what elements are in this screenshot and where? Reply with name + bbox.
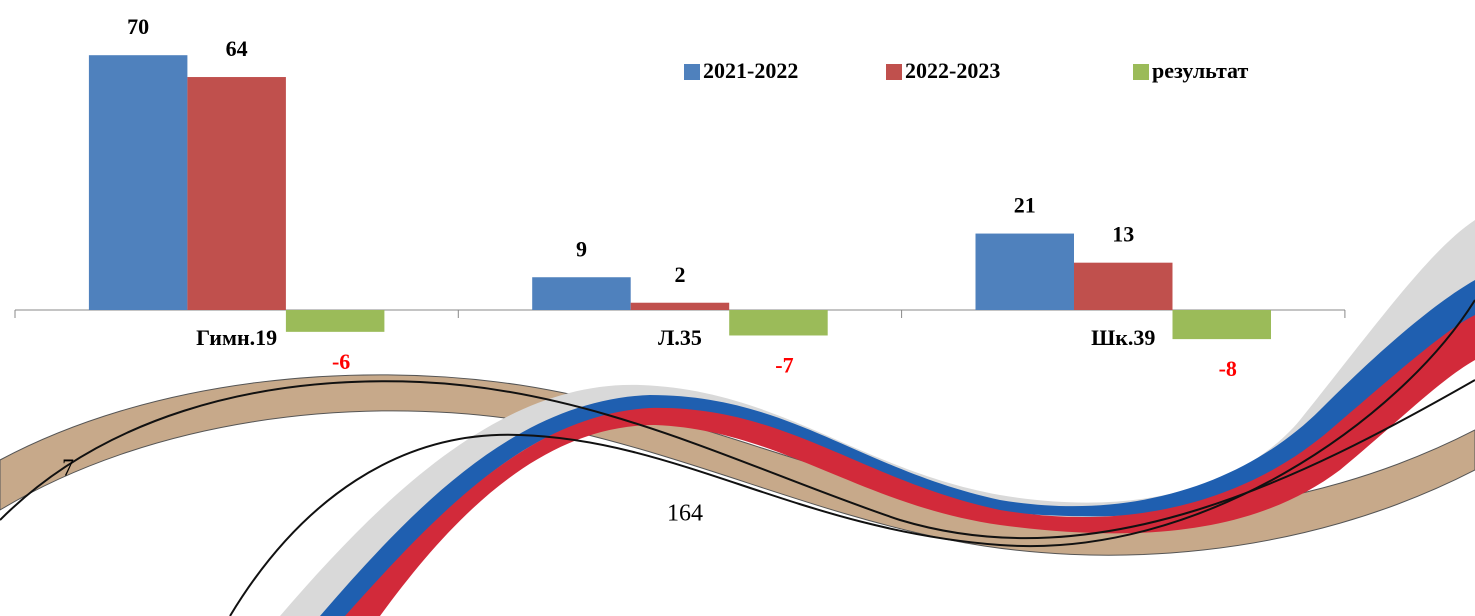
data-label: -7 <box>775 353 793 378</box>
data-label: -8 <box>1219 356 1237 381</box>
x-tick-label: Шк.39 <box>1091 325 1155 350</box>
data-label: 64 <box>226 36 248 61</box>
bar <box>88 55 188 311</box>
x-tick-label: Л.35 <box>658 325 702 350</box>
bar <box>532 277 631 310</box>
legend-label: 2021-2022 <box>703 58 798 83</box>
data-label: -6 <box>332 349 350 374</box>
data-label: 21 <box>1014 193 1036 218</box>
data-label: 70 <box>127 14 149 39</box>
legend-swatch <box>684 64 700 80</box>
page-note: 7 <box>62 456 74 482</box>
bar <box>1172 310 1271 340</box>
bar <box>975 233 1074 310</box>
bar <box>285 310 385 332</box>
legend-swatch <box>886 64 902 80</box>
legend-swatch <box>1133 64 1149 80</box>
legend-label: результат <box>1152 58 1248 83</box>
bar <box>1074 262 1173 310</box>
legend-label: 2022-2023 <box>905 58 1000 83</box>
bar <box>187 77 286 310</box>
data-label: 13 <box>1112 222 1134 247</box>
x-tick-label: Гимн.19 <box>196 325 277 350</box>
page-number: 164 <box>667 501 703 527</box>
data-label: 9 <box>576 236 587 261</box>
data-label: 2 <box>674 262 685 287</box>
decoration <box>0 220 1475 616</box>
bar <box>630 302 730 310</box>
bar <box>729 310 828 336</box>
